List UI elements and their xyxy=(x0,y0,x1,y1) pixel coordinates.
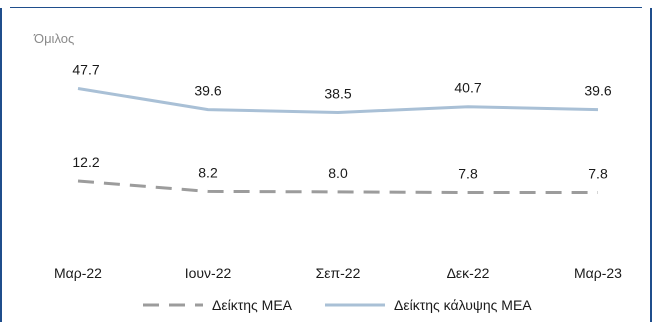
data-labels: 47.7 39.6 38.5 40.7 39.6 12.2 8.2 8.0 7.8 7.8 xyxy=(72,62,611,182)
top-border-line xyxy=(10,7,642,8)
x-tick-label: Ιουν-22 xyxy=(185,265,232,281)
x-axis-ticks: Μαρ-22 Ιουν-22 Σεπ-22 Δεκ-22 Μαρ-23 xyxy=(54,265,622,281)
legend: Δείκτης ΜΕΑ Δείκτης κάλυψης ΜΕΑ xyxy=(143,297,532,313)
x-tick-label: Μαρ-23 xyxy=(574,265,622,281)
data-label: 12.2 xyxy=(72,154,99,170)
data-label: 7.8 xyxy=(588,165,608,181)
legend-label: Δείκτης κάλυψης ΜΕΑ xyxy=(394,297,532,313)
right-border xyxy=(650,8,652,322)
data-label: 47.7 xyxy=(72,62,99,78)
legend-label: Δείκτης ΜΕΑ xyxy=(212,297,293,313)
left-border xyxy=(0,8,2,322)
x-tick-label: Σεπ-22 xyxy=(316,265,361,281)
data-label: 8.0 xyxy=(328,165,348,181)
x-tick-label: Μαρ-22 xyxy=(54,265,102,281)
group-label: Όμιλος xyxy=(34,31,75,46)
series-line-dashed xyxy=(77,179,598,194)
data-label: 7.8 xyxy=(458,165,478,181)
data-label: 8.2 xyxy=(198,164,218,180)
data-label: 39.6 xyxy=(584,83,611,99)
top-decorative-bar xyxy=(0,0,652,8)
data-label: 38.5 xyxy=(324,85,351,101)
data-label: 40.7 xyxy=(454,80,481,96)
x-tick-label: Δεκ-22 xyxy=(447,265,490,281)
data-label: 39.6 xyxy=(194,83,221,99)
series-line-solid xyxy=(77,87,599,114)
series-lines xyxy=(77,87,599,194)
